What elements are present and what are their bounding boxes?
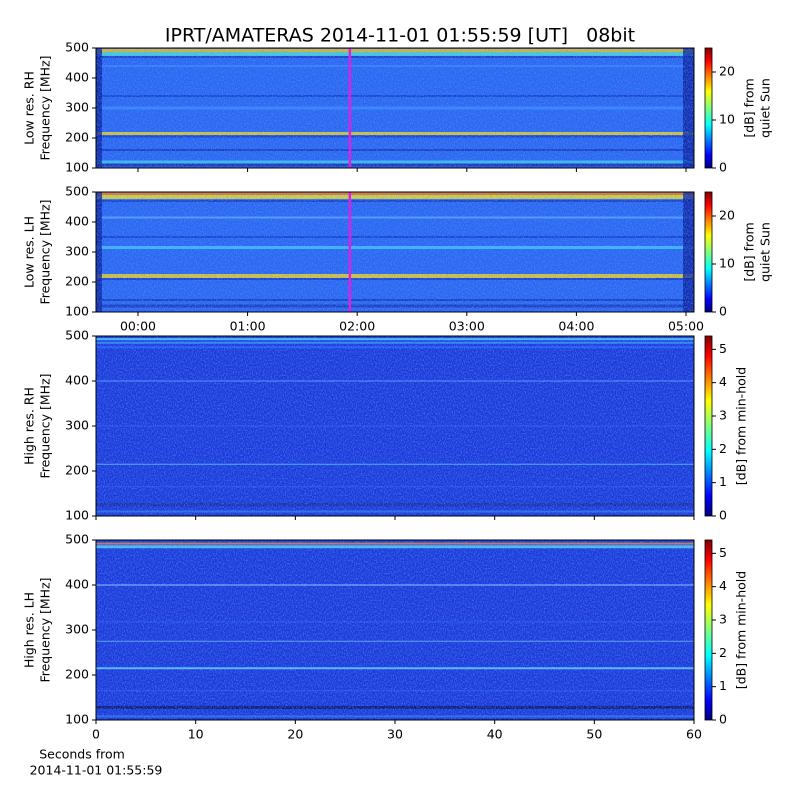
colorbar-tick-label: 10 <box>719 256 735 271</box>
x-axis-label: 2014-11-01 01:55:59 <box>30 763 163 778</box>
y-tick-label: 400 <box>65 70 89 85</box>
y-axis-label: High res. LH <box>22 592 37 668</box>
x-tick-label: 04:00 <box>558 319 594 334</box>
y-tick-label: 500 <box>65 40 89 55</box>
y-tick-label: 200 <box>65 274 89 289</box>
y-tick-label: 100 <box>65 304 89 319</box>
y-axis-label: Frequency [MHz] <box>38 199 53 304</box>
x-tick-label: 20 <box>287 727 303 742</box>
y-tick-label: 500 <box>65 328 89 343</box>
colorbar-tick-label: 0 <box>719 160 727 175</box>
x-tick-label: 60 <box>686 727 702 742</box>
colorbar-tick-label: 5 <box>719 545 727 560</box>
y-tick-label: 300 <box>65 622 89 637</box>
colorbar-tick-label: 2 <box>719 645 727 660</box>
x-tick-label: 10 <box>188 727 204 742</box>
colorbar-label: quiet Sun <box>758 78 773 138</box>
y-axis-label: Frequency [MHz] <box>38 55 53 160</box>
x-tick-label: 30 <box>387 727 403 742</box>
y-tick-label: 400 <box>65 373 89 388</box>
y-tick-label: 300 <box>65 244 89 259</box>
y-tick-label: 400 <box>65 214 89 229</box>
y-tick-label: 200 <box>65 667 89 682</box>
y-tick-label: 500 <box>65 184 89 199</box>
colorbar-label: [dB] from min-hold <box>734 367 749 485</box>
colorbar-label: quiet Sun <box>758 222 773 282</box>
y-tick-label: 100 <box>65 160 89 175</box>
y-tick-label: 400 <box>65 577 89 592</box>
colorbar <box>704 47 713 169</box>
y-tick-label: 200 <box>65 463 89 478</box>
noise-texture <box>96 540 694 720</box>
noise-texture <box>96 48 694 168</box>
colorbar-tick-label: 10 <box>719 112 735 127</box>
colorbar-tick-label: 3 <box>719 408 727 423</box>
colorbar-tick-label: 1 <box>719 474 727 489</box>
colorbar-tick-label: 4 <box>719 578 727 593</box>
y-tick-label: 100 <box>65 508 89 523</box>
x-tick-label: 40 <box>487 727 503 742</box>
chart-title: IPRT/AMATERAS 2014-11-01 01:55:59 [UT] 0… <box>165 25 635 47</box>
colorbar-tick-label: 0 <box>719 508 727 523</box>
y-tick-label: 300 <box>65 418 89 433</box>
noise-texture <box>96 192 694 312</box>
colorbar-tick-label: 2 <box>719 441 727 456</box>
x-tick-label: 02:00 <box>339 319 375 334</box>
colorbar <box>704 191 713 313</box>
x-tick-label: 05:00 <box>668 319 704 334</box>
noise-texture <box>96 336 694 516</box>
colorbar-tick-label: 20 <box>719 208 735 223</box>
x-tick-label: 03:00 <box>449 319 485 334</box>
colorbar-label: [dB] from <box>742 222 757 281</box>
y-axis-label: Low res. LH <box>22 216 37 288</box>
y-tick-label: 500 <box>65 532 89 547</box>
colorbar-tick-label: 1 <box>719 678 727 693</box>
colorbar-tick-label: 0 <box>719 304 727 319</box>
colorbar-label: [dB] from min-hold <box>734 571 749 689</box>
colorbar <box>704 539 713 721</box>
x-tick-label: 01:00 <box>230 319 266 334</box>
x-tick-label: 50 <box>586 727 602 742</box>
colorbar-tick-label: 3 <box>719 612 727 627</box>
colorbar-tick-label: 4 <box>719 374 727 389</box>
colorbar-tick-label: 5 <box>719 341 727 356</box>
x-axis-label: Seconds from <box>39 747 125 762</box>
colorbar <box>704 335 713 517</box>
y-axis-label: Low res. RH <box>22 71 37 145</box>
colorbar-tick-label: 20 <box>719 64 735 79</box>
y-axis-label: High res. RH <box>22 387 37 465</box>
x-tick-label: 00:00 <box>120 319 156 334</box>
y-tick-label: 100 <box>65 712 89 727</box>
x-tick-label: 0 <box>92 727 100 742</box>
y-axis-label: Frequency [MHz] <box>38 577 53 682</box>
y-tick-label: 200 <box>65 130 89 145</box>
colorbar-label: [dB] from <box>742 78 757 137</box>
y-axis-label: Frequency [MHz] <box>38 373 53 478</box>
y-tick-label: 300 <box>65 100 89 115</box>
colorbar-tick-label: 0 <box>719 712 727 727</box>
